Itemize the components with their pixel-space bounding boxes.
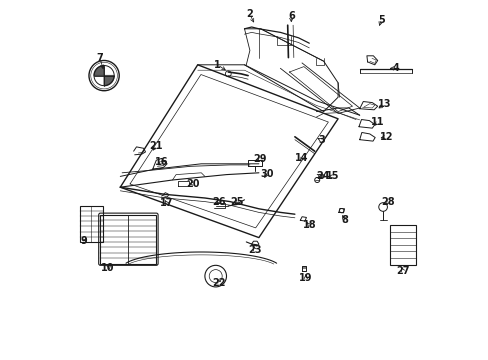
Text: 27: 27 bbox=[395, 266, 409, 276]
Text: 11: 11 bbox=[370, 117, 384, 127]
Text: 29: 29 bbox=[253, 154, 266, 164]
Text: 20: 20 bbox=[186, 179, 200, 189]
Text: 8: 8 bbox=[341, 215, 347, 225]
Text: 30: 30 bbox=[260, 168, 273, 179]
Text: 2: 2 bbox=[246, 9, 253, 19]
Text: 28: 28 bbox=[381, 197, 394, 207]
Polygon shape bbox=[104, 76, 114, 86]
Text: 19: 19 bbox=[298, 273, 312, 283]
Text: 26: 26 bbox=[211, 197, 225, 207]
Text: 22: 22 bbox=[212, 278, 225, 288]
Text: 4: 4 bbox=[391, 63, 398, 73]
Text: 6: 6 bbox=[287, 11, 294, 21]
Bar bbox=[80, 206, 103, 242]
Text: 21: 21 bbox=[149, 141, 163, 151]
Text: 10: 10 bbox=[101, 263, 114, 273]
Text: 9: 9 bbox=[81, 236, 87, 246]
Text: 17: 17 bbox=[160, 198, 174, 208]
Text: 18: 18 bbox=[302, 220, 315, 230]
Text: 13: 13 bbox=[377, 99, 391, 109]
Bar bbox=[101, 215, 156, 264]
Text: 12: 12 bbox=[379, 132, 393, 142]
Text: 23: 23 bbox=[248, 245, 262, 255]
Text: 3: 3 bbox=[318, 135, 325, 145]
Text: 7: 7 bbox=[96, 53, 103, 63]
Bar bbox=[389, 225, 415, 265]
Text: 24: 24 bbox=[316, 171, 329, 181]
Polygon shape bbox=[94, 66, 104, 76]
Text: 16: 16 bbox=[155, 157, 168, 167]
Text: 5: 5 bbox=[377, 15, 384, 25]
Text: 14: 14 bbox=[295, 153, 308, 163]
Text: 1: 1 bbox=[214, 60, 221, 70]
Text: 15: 15 bbox=[325, 171, 339, 181]
Text: 25: 25 bbox=[230, 197, 244, 207]
